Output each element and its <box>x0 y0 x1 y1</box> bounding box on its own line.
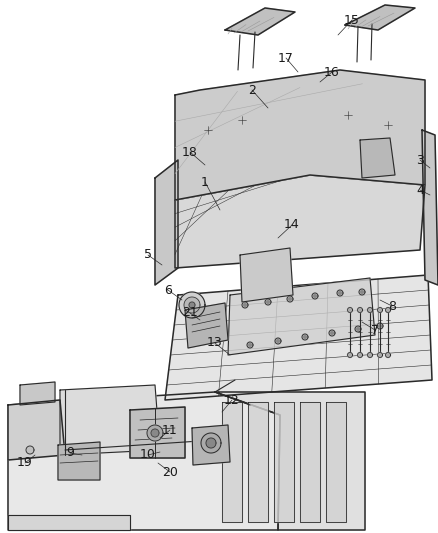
Polygon shape <box>304 336 306 338</box>
Polygon shape <box>331 332 333 334</box>
Polygon shape <box>289 298 291 300</box>
Polygon shape <box>329 330 335 336</box>
Polygon shape <box>275 338 281 344</box>
Polygon shape <box>147 425 163 441</box>
Polygon shape <box>60 385 160 455</box>
Polygon shape <box>244 304 246 306</box>
Polygon shape <box>165 275 432 400</box>
Polygon shape <box>357 308 363 312</box>
Polygon shape <box>237 115 247 125</box>
Text: 14: 14 <box>284 219 300 231</box>
Polygon shape <box>378 352 382 358</box>
Polygon shape <box>357 328 359 330</box>
Polygon shape <box>242 302 248 308</box>
Text: 15: 15 <box>344 13 360 27</box>
Polygon shape <box>367 352 372 358</box>
Polygon shape <box>8 392 280 530</box>
Polygon shape <box>58 442 100 480</box>
Text: 10: 10 <box>140 448 156 462</box>
Polygon shape <box>312 293 318 299</box>
Polygon shape <box>367 308 372 312</box>
Text: 12: 12 <box>224 393 240 407</box>
Polygon shape <box>314 295 316 297</box>
Polygon shape <box>267 301 269 303</box>
Polygon shape <box>8 515 130 530</box>
Text: 7: 7 <box>371 324 379 336</box>
Text: 20: 20 <box>162 465 178 479</box>
Text: 9: 9 <box>66 447 74 459</box>
Polygon shape <box>175 175 425 268</box>
Polygon shape <box>201 433 221 453</box>
Polygon shape <box>222 402 242 522</box>
Text: 2: 2 <box>248 84 256 96</box>
Polygon shape <box>343 110 353 120</box>
Polygon shape <box>215 392 365 530</box>
Text: 3: 3 <box>416 154 424 166</box>
Polygon shape <box>359 289 365 295</box>
Polygon shape <box>355 326 361 332</box>
Text: 5: 5 <box>144 248 152 262</box>
Polygon shape <box>203 125 213 135</box>
Polygon shape <box>175 70 425 200</box>
Polygon shape <box>378 308 382 312</box>
Polygon shape <box>361 291 363 293</box>
Polygon shape <box>249 344 251 346</box>
Polygon shape <box>357 352 363 358</box>
Polygon shape <box>302 334 308 340</box>
Polygon shape <box>179 292 205 318</box>
Polygon shape <box>300 402 320 522</box>
Polygon shape <box>192 425 230 465</box>
Polygon shape <box>151 429 159 437</box>
Polygon shape <box>247 342 253 348</box>
Text: 18: 18 <box>182 146 198 158</box>
Polygon shape <box>130 407 185 458</box>
Polygon shape <box>383 120 393 130</box>
Polygon shape <box>422 130 438 285</box>
Polygon shape <box>189 302 195 308</box>
Polygon shape <box>274 402 294 522</box>
Text: 17: 17 <box>278 52 294 64</box>
Polygon shape <box>326 402 346 522</box>
Polygon shape <box>248 402 268 522</box>
Polygon shape <box>277 340 279 342</box>
Polygon shape <box>26 446 34 454</box>
Polygon shape <box>339 292 341 294</box>
Polygon shape <box>228 278 375 355</box>
Polygon shape <box>347 308 353 312</box>
Text: 16: 16 <box>324 66 340 78</box>
Polygon shape <box>265 299 271 305</box>
Text: 8: 8 <box>388 300 396 312</box>
Polygon shape <box>385 308 391 312</box>
Text: 19: 19 <box>17 456 33 470</box>
Polygon shape <box>8 400 65 460</box>
Polygon shape <box>377 323 383 329</box>
Polygon shape <box>379 325 381 327</box>
Text: 4: 4 <box>416 183 424 197</box>
Polygon shape <box>240 248 293 302</box>
Text: 13: 13 <box>207 336 223 350</box>
Text: 21: 21 <box>182 306 198 319</box>
Text: 1: 1 <box>201 175 209 189</box>
Text: 11: 11 <box>162 424 178 437</box>
Polygon shape <box>287 296 293 302</box>
Polygon shape <box>20 382 55 405</box>
Polygon shape <box>155 160 178 285</box>
Polygon shape <box>185 303 228 348</box>
Text: 6: 6 <box>164 284 172 296</box>
Polygon shape <box>360 138 395 178</box>
Polygon shape <box>345 5 415 30</box>
Polygon shape <box>206 438 216 448</box>
Polygon shape <box>347 352 353 358</box>
Polygon shape <box>225 8 295 35</box>
Polygon shape <box>184 297 200 313</box>
Polygon shape <box>385 352 391 358</box>
Polygon shape <box>337 290 343 296</box>
